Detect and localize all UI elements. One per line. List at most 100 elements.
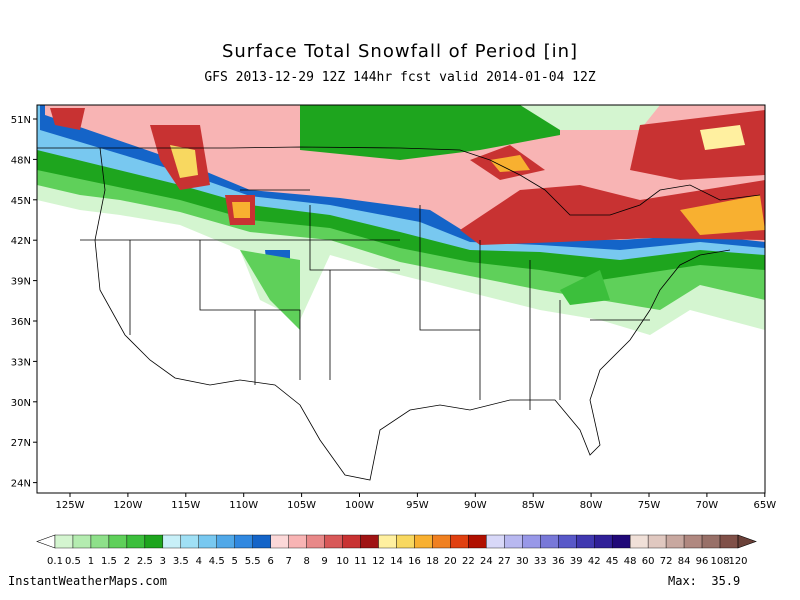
colorbar-label: 8 [303, 556, 309, 567]
colorbar-label: 1 [88, 556, 94, 567]
lon-label: 100W [345, 500, 374, 511]
colorbar-label: 11 [354, 556, 367, 567]
colorbar-label: 3 [160, 556, 166, 567]
colorbar-under [36, 534, 56, 549]
colorbar-label: 72 [660, 556, 673, 567]
colorbar: 0.1 0.5 1 1.5 2 2.5 3 3.5 4 4.5 5 5.5 6 7 8 9 10 11 12 14 16… [36, 534, 757, 567]
color-swatch [252, 534, 271, 549]
lon-label: 105W [287, 500, 316, 511]
color-swatch [306, 534, 325, 549]
color-swatch [432, 534, 451, 549]
colorbar-over [737, 534, 757, 549]
color-swatch [216, 534, 235, 549]
color-swatch [414, 534, 433, 549]
colorbar-label: 14 [390, 556, 403, 567]
colorbar-label: 33 [534, 556, 547, 567]
lat-label: 36N [11, 317, 31, 328]
color-swatch [611, 534, 631, 549]
colorbar-label: 39 [570, 556, 583, 567]
color-swatch [665, 534, 685, 549]
color-swatch [558, 534, 577, 549]
lon-label: 85W [522, 500, 545, 511]
color-swatch [396, 534, 415, 549]
lon-label: 90W [464, 500, 487, 511]
colorbar-label: 9 [321, 556, 327, 567]
title: Surface Total Snowfall of Period [in] [222, 41, 578, 62]
color-swatch [144, 534, 164, 549]
colorbar-label: 20 [444, 556, 457, 567]
color-swatch [270, 534, 289, 549]
colorbar-label: 36 [552, 556, 565, 567]
color-swatch [504, 534, 523, 549]
lon-label: 65W [753, 500, 776, 511]
colorbar-label: 12 [372, 556, 385, 567]
colorbar-label: 10 [336, 556, 349, 567]
max-value: Max: 35.9 [668, 574, 740, 588]
color-swatch [324, 534, 343, 549]
colorbar-label: 24 [480, 556, 493, 567]
colorbar-label: 60 [642, 556, 655, 567]
color-swatch [180, 534, 199, 549]
color-swatch [486, 534, 505, 549]
map-borders [36, 104, 766, 494]
colorbar-label: 45 [606, 556, 619, 567]
lat-label: 33N [11, 357, 31, 368]
subtitle: GFS 2013-12-29 12Z 144hr fcst valid 2014… [204, 70, 596, 85]
colorbar-label: 2 [124, 556, 130, 567]
colorbar-label: 18 [426, 556, 439, 567]
color-swatch [629, 534, 649, 549]
colorbar-label: 5 [232, 556, 238, 567]
color-swatch [126, 534, 146, 549]
color-swatch [701, 534, 721, 549]
colorbar-label: 4 [196, 556, 202, 567]
color-swatch [90, 534, 110, 549]
lat-label: 48N [11, 155, 31, 166]
lon-label: 120W [113, 500, 142, 511]
colorbar-label: 2.5 [137, 556, 153, 567]
lon-label: 75W [638, 500, 661, 511]
colorbar-label: 7 [285, 556, 291, 567]
lat-label: 27N [11, 438, 31, 449]
color-swatch [54, 534, 74, 549]
lat-label: 24N [11, 479, 31, 490]
color-swatch [342, 534, 361, 549]
color-swatch [360, 534, 379, 549]
colorbar-label: 0.5 [65, 556, 81, 567]
lon-label: 125W [56, 500, 85, 511]
lat-label: 45N [11, 196, 31, 207]
color-swatch [108, 534, 128, 549]
lat-label: 51N [11, 115, 31, 126]
colorbar-label: 6 [267, 556, 273, 567]
lon-label: 95W [406, 500, 429, 511]
color-swatch [450, 534, 469, 549]
colorbar-label: 22 [462, 556, 475, 567]
lon-label: 80W [580, 500, 603, 511]
lat-label: 42N [11, 236, 31, 247]
colorbar-label: 1.5 [101, 556, 117, 567]
lat-label: 30N [11, 398, 31, 409]
lon-label: 115W [171, 500, 200, 511]
colorbar-label: 48 [624, 556, 637, 567]
color-swatch [378, 534, 397, 549]
colorbar-label: 84 [678, 556, 691, 567]
colorbar-label: 27 [498, 556, 511, 567]
snowfall-field [37, 105, 765, 335]
colorbar-label: 120 [728, 556, 747, 567]
colorbar-label: 108 [710, 556, 729, 567]
color-swatch [540, 534, 559, 549]
color-swatch [576, 534, 595, 549]
color-swatch [683, 534, 703, 549]
color-swatch [162, 534, 182, 549]
color-swatch [288, 534, 307, 549]
color-swatch [647, 534, 667, 549]
colorbar-label: 0.1 [47, 556, 63, 567]
colorbar-label: 96 [696, 556, 709, 567]
color-swatch [594, 534, 613, 549]
color-swatch [72, 534, 92, 549]
color-swatch [198, 534, 217, 549]
lon-label: 110W [229, 500, 258, 511]
colorbar-label: 30 [516, 556, 529, 567]
source: InstantWeatherMaps.com [8, 574, 167, 588]
